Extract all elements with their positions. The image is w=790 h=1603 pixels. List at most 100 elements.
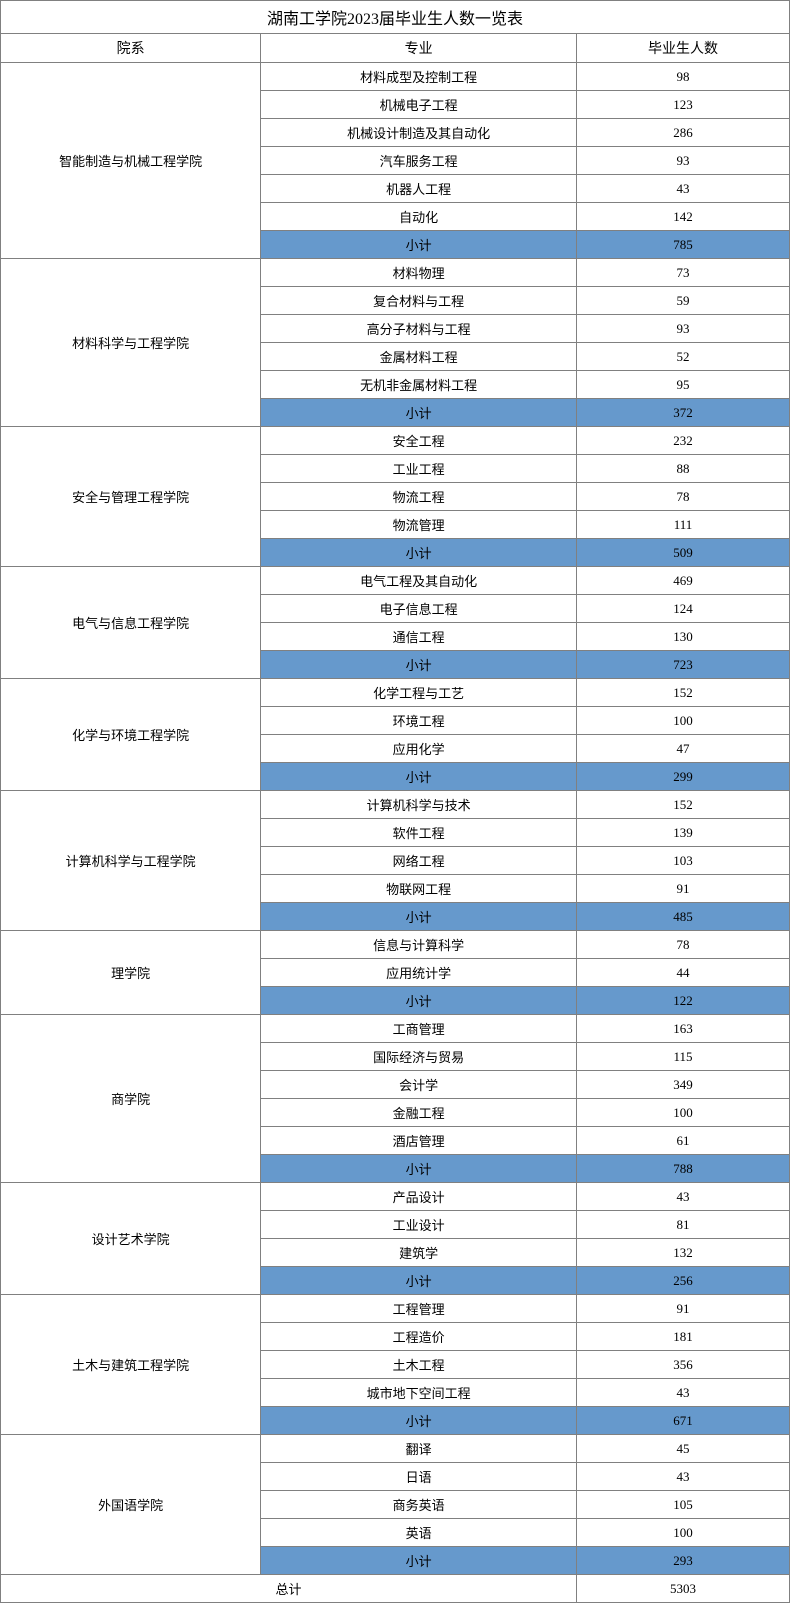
count-cell: 142 — [576, 203, 789, 231]
subtotal-label: 小计 — [261, 1407, 577, 1435]
count-cell: 152 — [576, 679, 789, 707]
major-cell: 工业工程 — [261, 455, 577, 483]
major-cell: 电气工程及其自动化 — [261, 567, 577, 595]
count-cell: 43 — [576, 1183, 789, 1211]
subtotal-value: 671 — [576, 1407, 789, 1435]
count-cell: 93 — [576, 147, 789, 175]
major-cell: 材料物理 — [261, 259, 577, 287]
count-cell: 43 — [576, 1379, 789, 1407]
count-cell: 124 — [576, 595, 789, 623]
count-cell: 43 — [576, 1463, 789, 1491]
count-cell: 44 — [576, 959, 789, 987]
major-cell: 物流工程 — [261, 483, 577, 511]
major-cell: 机械电子工程 — [261, 91, 577, 119]
count-cell: 45 — [576, 1435, 789, 1463]
major-cell: 商务英语 — [261, 1491, 577, 1519]
major-cell: 英语 — [261, 1519, 577, 1547]
count-cell: 152 — [576, 791, 789, 819]
subtotal-label: 小计 — [261, 231, 577, 259]
count-cell: 100 — [576, 1099, 789, 1127]
count-cell: 61 — [576, 1127, 789, 1155]
total-value: 5303 — [576, 1575, 789, 1603]
department-cell: 商学院 — [1, 1015, 261, 1183]
major-cell: 通信工程 — [261, 623, 577, 651]
major-cell: 机械设计制造及其自动化 — [261, 119, 577, 147]
major-cell: 物流管理 — [261, 511, 577, 539]
major-cell: 应用化学 — [261, 735, 577, 763]
major-cell: 高分子材料与工程 — [261, 315, 577, 343]
count-cell: 47 — [576, 735, 789, 763]
department-cell: 外国语学院 — [1, 1435, 261, 1575]
subtotal-value: 122 — [576, 987, 789, 1015]
count-cell: 73 — [576, 259, 789, 287]
department-cell: 电气与信息工程学院 — [1, 567, 261, 679]
major-cell: 网络工程 — [261, 847, 577, 875]
count-cell: 130 — [576, 623, 789, 651]
count-cell: 349 — [576, 1071, 789, 1099]
major-cell: 金属材料工程 — [261, 343, 577, 371]
department-cell: 化学与环境工程学院 — [1, 679, 261, 791]
major-cell: 材料成型及控制工程 — [261, 63, 577, 91]
count-cell: 91 — [576, 875, 789, 903]
count-cell: 52 — [576, 343, 789, 371]
major-cell: 工商管理 — [261, 1015, 577, 1043]
subtotal-label: 小计 — [261, 903, 577, 931]
major-cell: 酒店管理 — [261, 1127, 577, 1155]
count-cell: 132 — [576, 1239, 789, 1267]
major-cell: 信息与计算科学 — [261, 931, 577, 959]
graduates-table: 湖南工学院2023届毕业生人数一览表院系专业毕业生人数智能制造与机械工程学院材料… — [0, 0, 790, 1603]
count-cell: 139 — [576, 819, 789, 847]
count-cell: 88 — [576, 455, 789, 483]
count-cell: 469 — [576, 567, 789, 595]
count-cell: 78 — [576, 931, 789, 959]
major-cell: 自动化 — [261, 203, 577, 231]
major-cell: 计算机科学与技术 — [261, 791, 577, 819]
major-cell: 无机非金属材料工程 — [261, 371, 577, 399]
subtotal-label: 小计 — [261, 651, 577, 679]
count-cell: 93 — [576, 315, 789, 343]
count-cell: 100 — [576, 1519, 789, 1547]
major-cell: 应用统计学 — [261, 959, 577, 987]
count-cell: 43 — [576, 175, 789, 203]
major-cell: 建筑学 — [261, 1239, 577, 1267]
major-cell: 会计学 — [261, 1071, 577, 1099]
major-cell: 汽车服务工程 — [261, 147, 577, 175]
count-cell: 105 — [576, 1491, 789, 1519]
major-cell: 复合材料与工程 — [261, 287, 577, 315]
count-cell: 111 — [576, 511, 789, 539]
subtotal-label: 小计 — [261, 1155, 577, 1183]
count-cell: 59 — [576, 287, 789, 315]
department-cell: 土木与建筑工程学院 — [1, 1295, 261, 1435]
count-cell: 286 — [576, 119, 789, 147]
header-department: 院系 — [1, 34, 261, 63]
count-cell: 356 — [576, 1351, 789, 1379]
department-cell: 计算机科学与工程学院 — [1, 791, 261, 931]
count-cell: 103 — [576, 847, 789, 875]
subtotal-value: 293 — [576, 1547, 789, 1575]
subtotal-value: 788 — [576, 1155, 789, 1183]
major-cell: 土木工程 — [261, 1351, 577, 1379]
total-label: 总计 — [1, 1575, 577, 1603]
count-cell: 100 — [576, 707, 789, 735]
major-cell: 化学工程与工艺 — [261, 679, 577, 707]
subtotal-label: 小计 — [261, 1547, 577, 1575]
major-cell: 物联网工程 — [261, 875, 577, 903]
subtotal-label: 小计 — [261, 763, 577, 791]
department-cell: 智能制造与机械工程学院 — [1, 63, 261, 259]
major-cell: 翻译 — [261, 1435, 577, 1463]
major-cell: 安全工程 — [261, 427, 577, 455]
major-cell: 城市地下空间工程 — [261, 1379, 577, 1407]
major-cell: 国际经济与贸易 — [261, 1043, 577, 1071]
major-cell: 工业设计 — [261, 1211, 577, 1239]
subtotal-value: 372 — [576, 399, 789, 427]
count-cell: 232 — [576, 427, 789, 455]
major-cell: 软件工程 — [261, 819, 577, 847]
subtotal-value: 256 — [576, 1267, 789, 1295]
subtotal-label: 小计 — [261, 987, 577, 1015]
subtotal-value: 485 — [576, 903, 789, 931]
department-cell: 设计艺术学院 — [1, 1183, 261, 1295]
major-cell: 环境工程 — [261, 707, 577, 735]
subtotal-value: 299 — [576, 763, 789, 791]
subtotal-value: 785 — [576, 231, 789, 259]
header-major: 专业 — [261, 34, 577, 63]
